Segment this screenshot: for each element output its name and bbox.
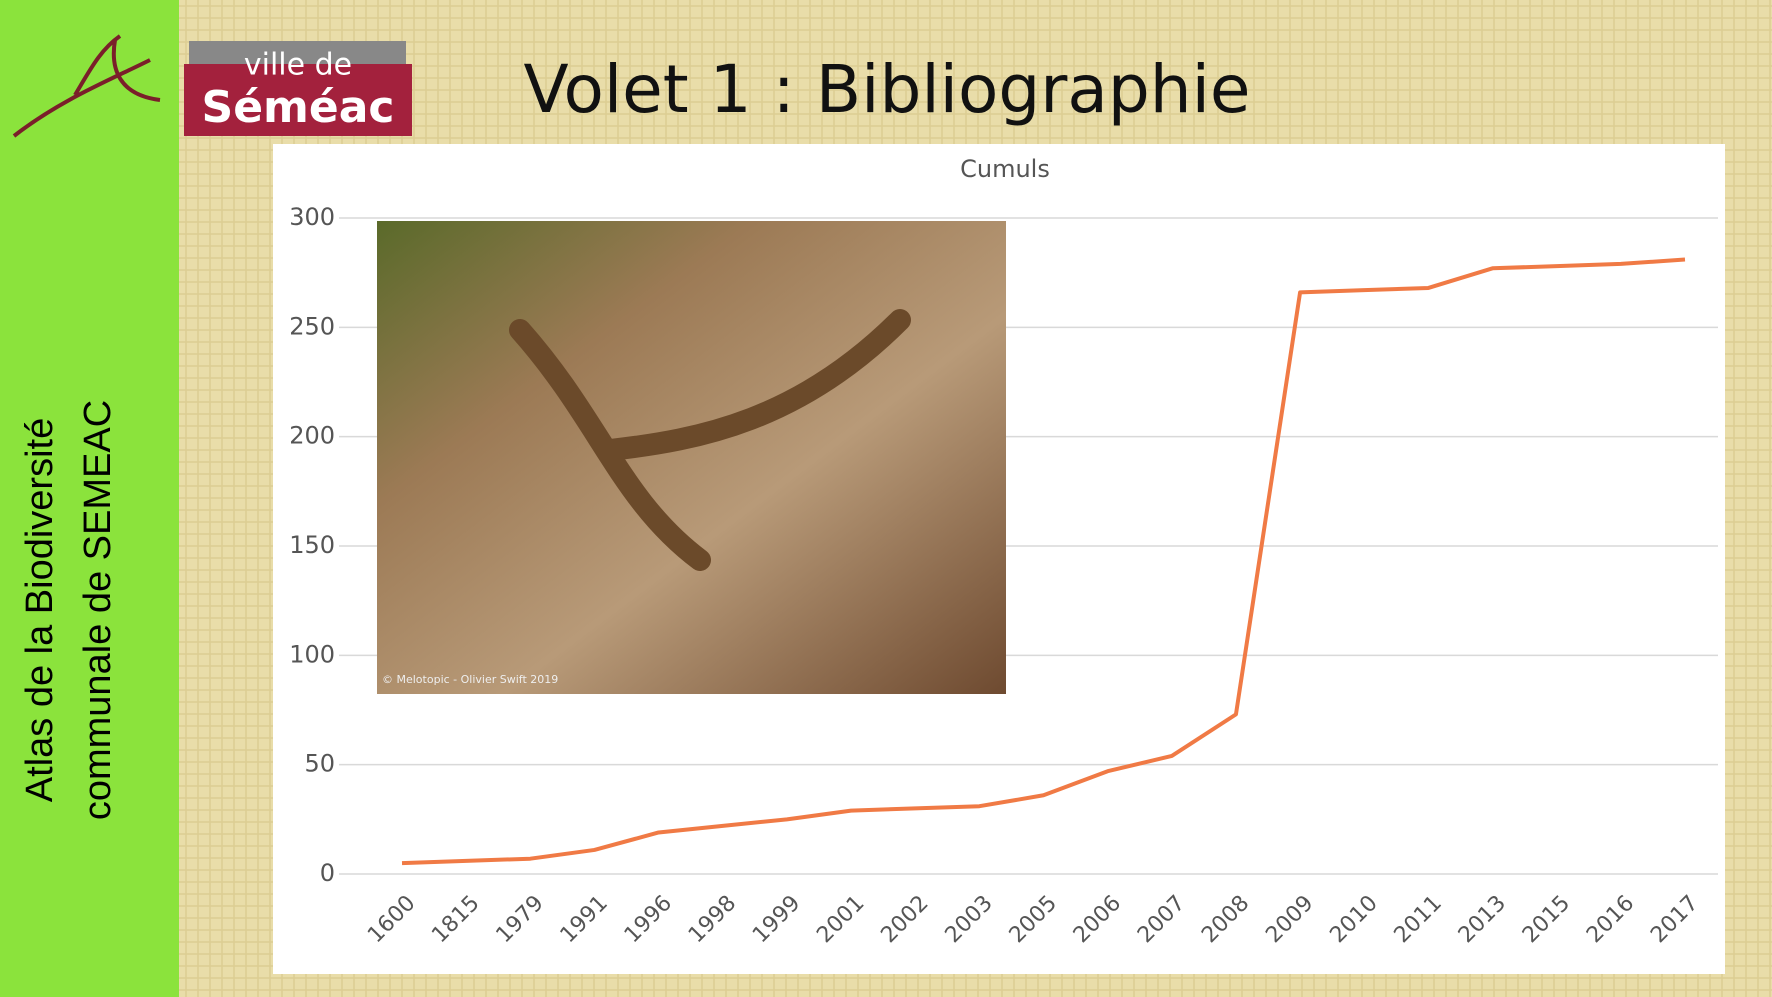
- sidebar-line: communale de SEMEAC: [77, 400, 119, 820]
- logo-mark: [12, 34, 161, 138]
- lizard-photo: [377, 221, 1006, 694]
- y-tick-label: 100: [289, 640, 335, 668]
- y-tick-label: 300: [289, 203, 335, 231]
- sidebar-text: Atlas de la Biodiversité communale de SE…: [19, 400, 119, 820]
- y-tick-label: 250: [289, 312, 335, 340]
- logo-text: ville de: [244, 48, 352, 83]
- chart-title: Cumuls: [960, 155, 1050, 183]
- photo-credit: © Melotopic - Olivier Swift 2019: [382, 673, 558, 686]
- sidebar-line: Atlas de la Biodiversité: [19, 418, 61, 802]
- logo-bottom: [184, 64, 412, 136]
- slide-title: Volet 1 : Bibliographie: [523, 51, 1250, 128]
- photo-detail: [509, 309, 911, 571]
- y-tick-label: 200: [289, 422, 335, 450]
- logo-text: Séméac: [202, 82, 395, 133]
- sidebar: [0, 0, 179, 997]
- y-tick-label: 150: [289, 531, 335, 559]
- y-tick-label: 0: [320, 859, 335, 887]
- data-line: [401, 257, 1686, 866]
- y-tick-label: 50: [304, 750, 335, 778]
